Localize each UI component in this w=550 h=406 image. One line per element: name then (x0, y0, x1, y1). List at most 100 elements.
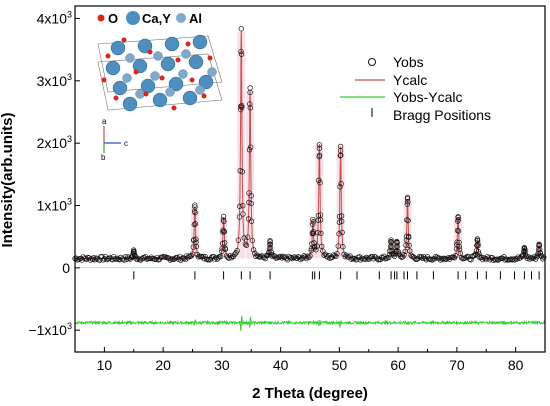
yobs-peak-point-7-6 (317, 180, 323, 186)
yobs-peak-point-2-1 (219, 240, 226, 247)
yobs-peak-point-8-5 (338, 152, 344, 158)
o-atom-1 (121, 37, 127, 43)
y-tick-label-2: 2x103 (37, 134, 72, 151)
peak-highlight-3 (237, 32, 246, 259)
yobs-peak-point-5-5 (267, 241, 273, 247)
x-tick-label-20: 20 (155, 357, 171, 373)
yobs-point-374 (511, 257, 518, 263)
al-atom-6 (207, 67, 217, 77)
peak-highlight-2 (219, 217, 228, 259)
yobs-peak-point-15-6 (537, 246, 543, 253)
x-tick-label-10: 10 (97, 357, 113, 373)
al-atom-4 (150, 71, 160, 81)
al-atom-1 (153, 51, 163, 61)
yobs-peak-point-15-8 (538, 252, 544, 259)
yobs-peak-point-4-7 (248, 193, 254, 199)
yobs-peak-point-10-7 (395, 249, 401, 255)
lattice-structure (97, 34, 223, 112)
yobs-point-199 (306, 254, 312, 261)
yobs-peak-point-5-4 (267, 239, 273, 245)
diff-series (74, 315, 546, 331)
yobs-point-227 (339, 218, 345, 224)
yobs-point-225 (336, 219, 343, 225)
peak-highlights (190, 32, 463, 259)
ca-atom-5 (132, 58, 148, 74)
yobs-peak-point-15-7 (537, 250, 543, 256)
yobs-peak-point-10-6 (394, 243, 401, 250)
yobs-point-313 (440, 256, 446, 263)
x-axis-ticks: 10 20 30 40 50 60 70 80 (74, 347, 546, 373)
yobs-peak-point-1-8 (193, 243, 200, 250)
yobs-point-308 (434, 254, 440, 260)
x-tick-label-30: 30 (214, 357, 230, 373)
yobs-point-150 (248, 200, 254, 207)
yobs-point-67 (151, 255, 157, 262)
yobs-point-158 (257, 254, 264, 260)
yobs-peak-point-7-1 (315, 212, 321, 219)
yobs-point-222 (333, 253, 339, 259)
peak-highlight-4 (246, 91, 255, 259)
o-atom-6 (189, 77, 195, 83)
yobs-peak-point-4-6 (248, 144, 254, 150)
yobs-point-343 (475, 241, 481, 247)
y-axis-label: Intensity(arb.units) (0, 112, 16, 247)
yobs-point-280 (401, 252, 407, 258)
yobs-peak-point-1-4 (192, 204, 198, 210)
yobs-peak-point-4-2 (246, 147, 253, 153)
o-atom-7 (207, 55, 213, 61)
o-atom-4 (159, 75, 165, 81)
yobs-peak-point-11-0 (403, 242, 409, 248)
yobs-peak-point-13-7 (475, 249, 482, 255)
crystal-structure-inset: O Ca,Y Al a c b (97, 11, 223, 162)
yobs-point-109 (200, 253, 206, 260)
o-atom-5 (175, 57, 181, 63)
yobs-point-296 (420, 255, 426, 262)
o-atom-0 (105, 53, 111, 59)
yobs-peak-point-7-0 (315, 230, 321, 236)
ca-atom-2 (164, 36, 180, 52)
y-tick-exponent: 3 (67, 9, 72, 19)
legend-bragg-label: Bragg Positions (393, 107, 491, 123)
al-atom-3 (122, 73, 132, 83)
inset-legend-o-marker (97, 14, 105, 22)
ca-atom-6 (160, 56, 176, 72)
x-axis-label: 2 Theta (degree) (252, 385, 368, 402)
yobs-peak-point-13-8 (476, 251, 482, 257)
yobs-peak-point-11-6 (405, 217, 411, 224)
yobs-point-99 (188, 253, 194, 259)
yobs-peak-point-7-8 (318, 230, 324, 237)
yobs-point-387 (527, 256, 533, 262)
al-atom-2 (181, 49, 191, 59)
y-tick-exponent: 3 (67, 196, 72, 206)
yobs-point-373 (510, 256, 516, 262)
yobs-point-152 (250, 247, 257, 253)
yobs-peak-point-13-5 (475, 237, 481, 244)
yobs-peak-point-1-5 (192, 210, 198, 216)
y-tick-exponent: 3 (67, 72, 72, 82)
yobs-peak-point-15-5 (536, 242, 543, 249)
x-tick-label-80: 80 (508, 357, 524, 373)
yobs-point-324 (453, 253, 459, 259)
o-atom-11 (201, 93, 207, 99)
yobs-peak-point-3-5 (238, 51, 245, 57)
yobs-point-118 (210, 253, 217, 260)
yobs-peak-point-14-5 (522, 246, 528, 252)
yobs-point-119 (212, 256, 218, 262)
yobs-peak-point-10-5 (394, 240, 400, 246)
ca-atom-3 (192, 34, 208, 50)
yobs-peak-point-4-5 (247, 105, 253, 111)
inset-legend-ca-marker (126, 11, 140, 25)
yobs-point-144 (241, 235, 247, 241)
yobs-point-87 (174, 254, 180, 261)
x-tick-label-40: 40 (273, 357, 289, 373)
axis-b-label: b (101, 153, 106, 162)
yobs-point-91 (179, 256, 185, 262)
yobs-peak-point-11-2 (404, 217, 410, 223)
yobs-point-140 (236, 214, 243, 220)
yobs-peak-point-12-7 (456, 239, 462, 246)
o-atom-10 (171, 105, 177, 111)
yobs-point-303 (428, 256, 434, 262)
peak-highlight-8 (336, 146, 345, 259)
yobs-peak-point-1-7 (193, 236, 199, 242)
